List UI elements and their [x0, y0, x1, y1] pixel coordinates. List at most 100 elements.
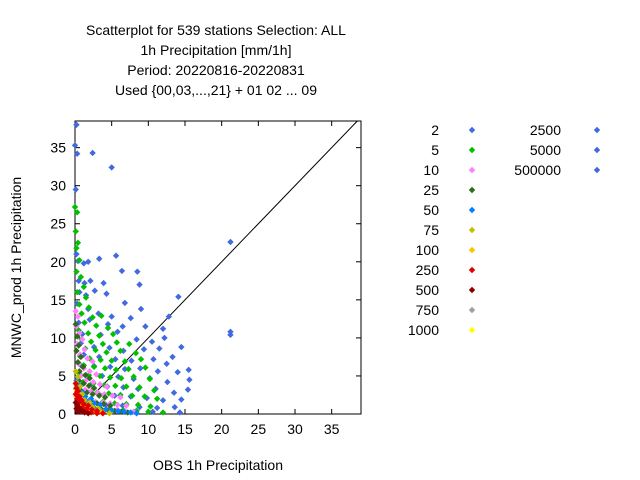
legend-marker — [468, 226, 476, 234]
legend-label: 50 — [423, 202, 439, 218]
legend-marker — [468, 266, 476, 274]
data-point — [104, 324, 112, 332]
data-point — [101, 365, 109, 372]
data-point — [96, 401, 104, 409]
data-point — [74, 359, 82, 366]
data-point — [78, 310, 85, 317]
data-point — [72, 380, 79, 387]
data-point — [156, 345, 163, 352]
data-point — [119, 402, 126, 409]
data-point — [134, 268, 141, 275]
data-point — [145, 408, 152, 415]
data-point — [103, 349, 110, 356]
legend-label: 5 — [431, 142, 439, 158]
legend-item-500: 500 — [416, 282, 476, 298]
data-point — [74, 209, 81, 216]
data-point — [86, 368, 93, 375]
legend-item-10: 10 — [423, 162, 476, 178]
data-point — [176, 409, 184, 416]
data-point — [85, 304, 93, 311]
data-point — [89, 149, 96, 157]
data-point — [141, 393, 148, 400]
data-point — [137, 356, 145, 363]
data-point — [96, 255, 103, 262]
data-point — [96, 332, 103, 339]
data-point — [72, 368, 79, 375]
y-tick-label: 35 — [50, 140, 66, 156]
x-tick-label: 20 — [214, 421, 230, 437]
data-point — [82, 371, 89, 379]
data-point — [74, 150, 81, 157]
data-point — [72, 308, 79, 315]
data-point — [178, 343, 185, 351]
data-point — [143, 394, 151, 402]
data-point — [127, 409, 134, 416]
data-point — [171, 403, 178, 411]
x-axis: 0 5 10 15 20 25 30 35 — [71, 121, 340, 437]
legend-marker — [468, 286, 476, 294]
data-point — [142, 364, 149, 371]
data-point — [118, 267, 126, 275]
series-500 — [72, 399, 92, 417]
data-point — [126, 340, 133, 348]
data-point — [161, 334, 168, 342]
data-point — [91, 287, 98, 294]
data-point — [76, 330, 83, 337]
data-point — [107, 402, 114, 409]
data-point — [184, 386, 192, 393]
data-point — [114, 401, 121, 409]
data-point — [174, 368, 181, 376]
x-tick-label: 10 — [141, 421, 157, 437]
y-tick-label: 15 — [50, 292, 66, 308]
data-point — [79, 330, 86, 338]
data-point — [85, 410, 92, 417]
data-point — [105, 390, 112, 397]
y-tick-label: 0 — [58, 406, 66, 422]
x-tick-label: 15 — [177, 421, 193, 437]
data-point — [99, 340, 107, 348]
legend-label: 250 — [416, 262, 440, 278]
data-point — [85, 382, 93, 390]
data-point — [90, 384, 98, 392]
data-point — [84, 355, 91, 362]
data-point — [106, 344, 113, 351]
data-point — [74, 239, 82, 246]
data-point — [87, 338, 95, 345]
data-point — [90, 343, 98, 351]
title-line-4: Used {00,03,...,21} + 01 02 ... 09 — [115, 82, 317, 98]
data-point — [149, 408, 156, 415]
data-point — [99, 410, 107, 417]
data-point — [93, 322, 100, 329]
data-point — [74, 373, 82, 380]
data-point — [80, 283, 87, 291]
y-tick-label: 30 — [50, 178, 66, 194]
data-point — [82, 294, 90, 301]
data-point — [79, 336, 86, 343]
data-point — [132, 349, 140, 357]
data-point — [123, 402, 130, 409]
data-point — [148, 338, 156, 345]
data-point — [71, 142, 79, 149]
data-point — [74, 333, 81, 340]
x-tick-label: 30 — [287, 421, 303, 437]
legend-marker — [468, 126, 476, 134]
legend-label: 750 — [416, 302, 440, 318]
data-point — [74, 289, 81, 296]
data-point — [159, 397, 167, 404]
legend-label: 2500 — [530, 122, 561, 138]
data-point — [185, 366, 192, 374]
data-point — [109, 330, 117, 338]
data-point — [120, 408, 128, 415]
legend-label: 1000 — [408, 322, 439, 338]
data-point — [73, 268, 80, 275]
data-point — [93, 410, 101, 417]
data-point — [170, 389, 178, 396]
data-point — [74, 313, 82, 320]
data-point — [128, 357, 135, 364]
data-point — [77, 273, 85, 281]
data-point — [74, 387, 82, 395]
data-point — [163, 360, 170, 367]
data-point — [72, 228, 79, 235]
